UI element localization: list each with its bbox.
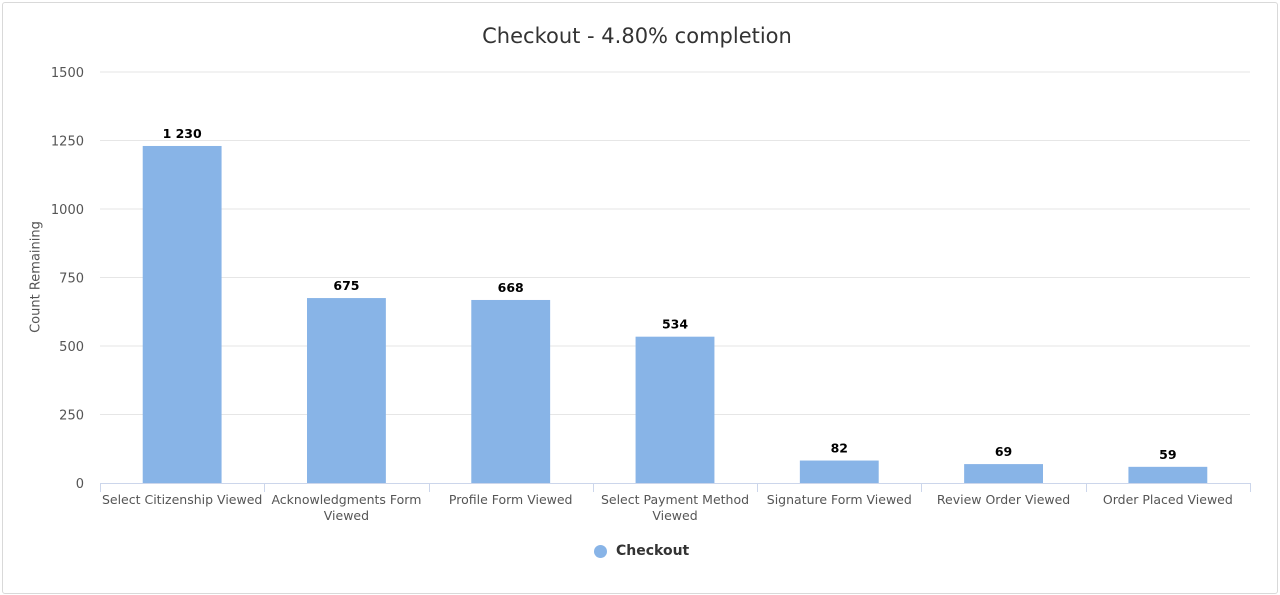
bar: [471, 299, 551, 483]
legend-item-checkout[interactable]: Checkout: [594, 541, 689, 561]
data-label: 668: [498, 280, 524, 295]
bar: [142, 145, 222, 484]
legend-marker: [594, 544, 607, 558]
y-tick-label: 750: [59, 272, 84, 287]
data-label: 69: [995, 444, 1012, 459]
y-tick-label: 0: [76, 477, 84, 492]
x-tick-label: Order Placed Viewed: [1103, 492, 1233, 507]
bar: [307, 298, 386, 483]
x-tick-label: Viewed: [652, 508, 697, 523]
x-tick-label: Profile Form Viewed: [449, 492, 573, 507]
y-tick-label: 500: [59, 340, 84, 355]
data-label: 82: [831, 441, 848, 456]
bar: [799, 460, 879, 483]
data-label: 675: [333, 278, 359, 293]
y-tick-label: 1250: [51, 135, 84, 150]
data-label: 59: [1159, 447, 1176, 462]
y-tick-label: 1500: [51, 66, 84, 81]
y-tick-label: 1000: [51, 203, 84, 218]
x-tick-label: Acknowledgments Form: [271, 492, 421, 507]
bar: [635, 336, 715, 483]
x-tick-label: Review Order Viewed: [937, 492, 1070, 507]
y-tick-label: 250: [59, 409, 84, 424]
x-tick-label: Select Citizenship Viewed: [102, 492, 262, 507]
x-tick-label: Select Payment Method: [601, 492, 749, 507]
bar: [1128, 466, 1208, 483]
data-label: 1 230: [163, 126, 202, 141]
x-tick-label: Viewed: [324, 508, 369, 523]
data-label: 534: [662, 317, 688, 332]
chart-title: Checkout - 4.80% completion: [482, 24, 792, 48]
bar: [964, 464, 1043, 483]
legend-label: Checkout: [616, 543, 690, 559]
x-tick-label: Signature Form Viewed: [767, 492, 912, 507]
